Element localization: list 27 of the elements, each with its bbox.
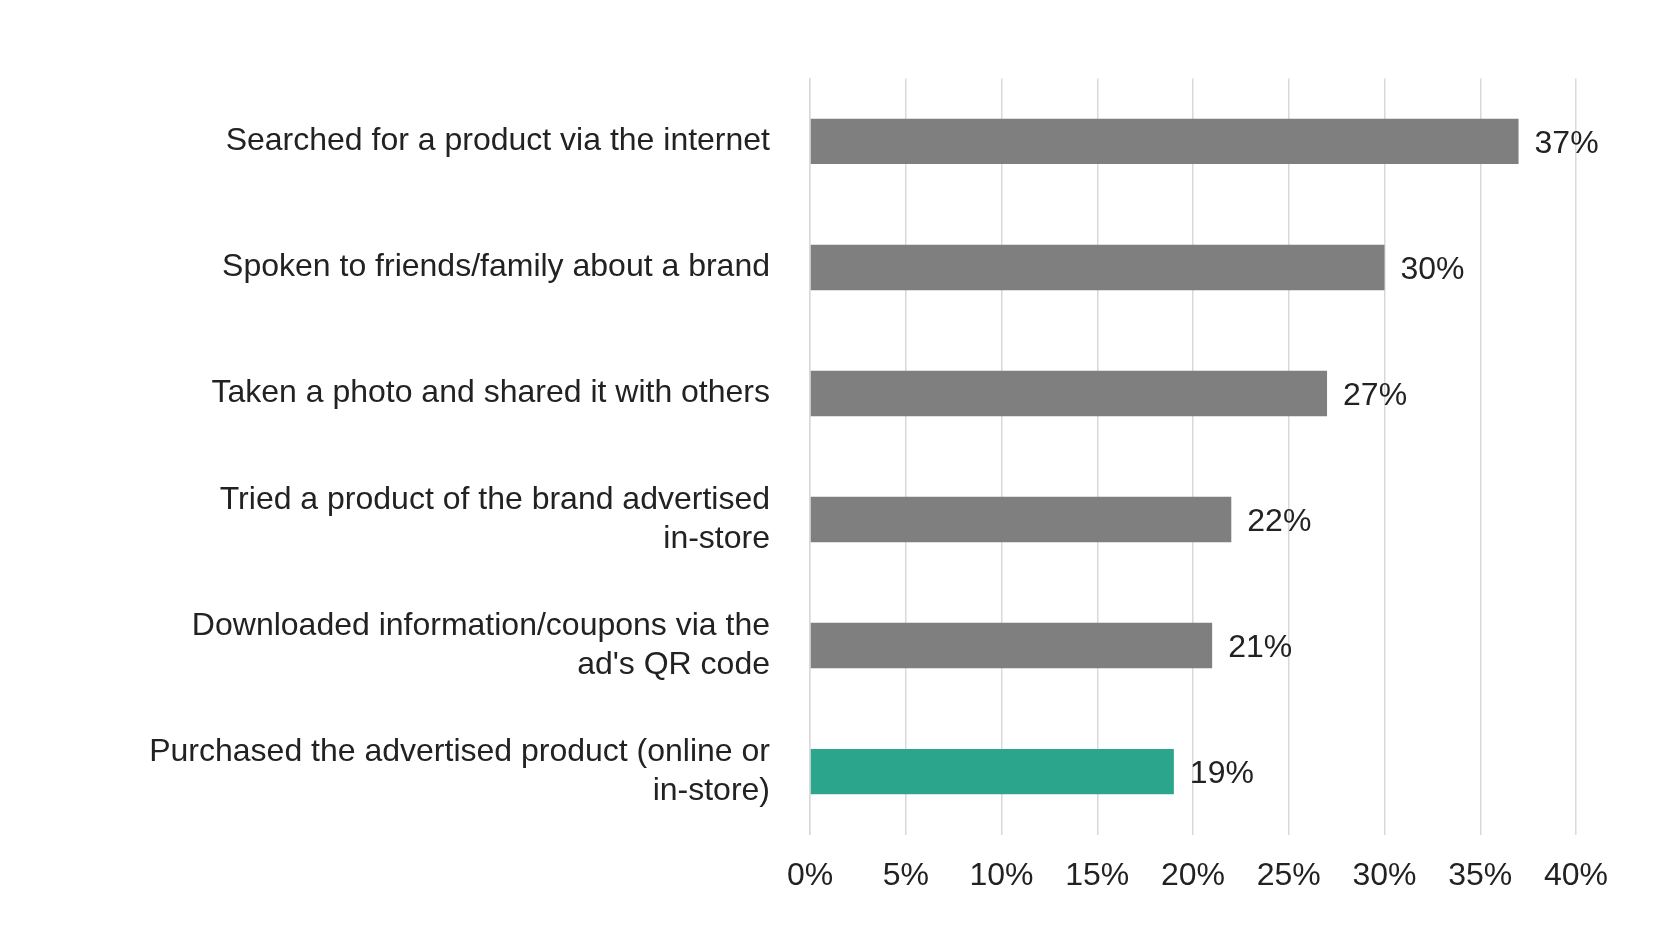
x-tick-label: 15% [1065, 855, 1130, 892]
bar [810, 622, 1213, 669]
x-tick-label: 10% [969, 855, 1034, 892]
data-label: 37% [1534, 124, 1599, 161]
x-tick-label: 20% [1160, 855, 1226, 892]
x-tick-label: 5% [882, 855, 929, 892]
x-tick-label: 40% [1543, 855, 1609, 892]
data-label: 22% [1247, 502, 1312, 539]
x-tick-label: 0% [786, 855, 834, 892]
bar [810, 496, 1232, 543]
y-tick-label: Purchased the advertised product (online or in-store) [149, 732, 771, 807]
data-label: 27% [1343, 376, 1408, 413]
y-tick-label: Searched for a product via the internet [225, 121, 771, 158]
data-label: 21% [1228, 628, 1293, 665]
x-tick-label: 30% [1352, 855, 1417, 892]
bar [810, 244, 1385, 291]
x-tick-label: 25% [1256, 855, 1321, 892]
bar [810, 748, 1174, 795]
bar [810, 118, 1519, 165]
y-tick-label: Tried a product of the brand advertised in-store [219, 480, 770, 555]
data-label: 30% [1400, 250, 1465, 287]
x-tick-label: 35% [1448, 855, 1513, 892]
bar [810, 370, 1328, 417]
data-label: 19% [1189, 754, 1254, 791]
y-tick-label: Downloaded information/coupons via the ad's QR code [191, 606, 770, 681]
y-tick-label: Spoken to friends/family about a brand [222, 247, 770, 284]
y-tick-label: Taken a photo and shared it with others [211, 373, 770, 410]
